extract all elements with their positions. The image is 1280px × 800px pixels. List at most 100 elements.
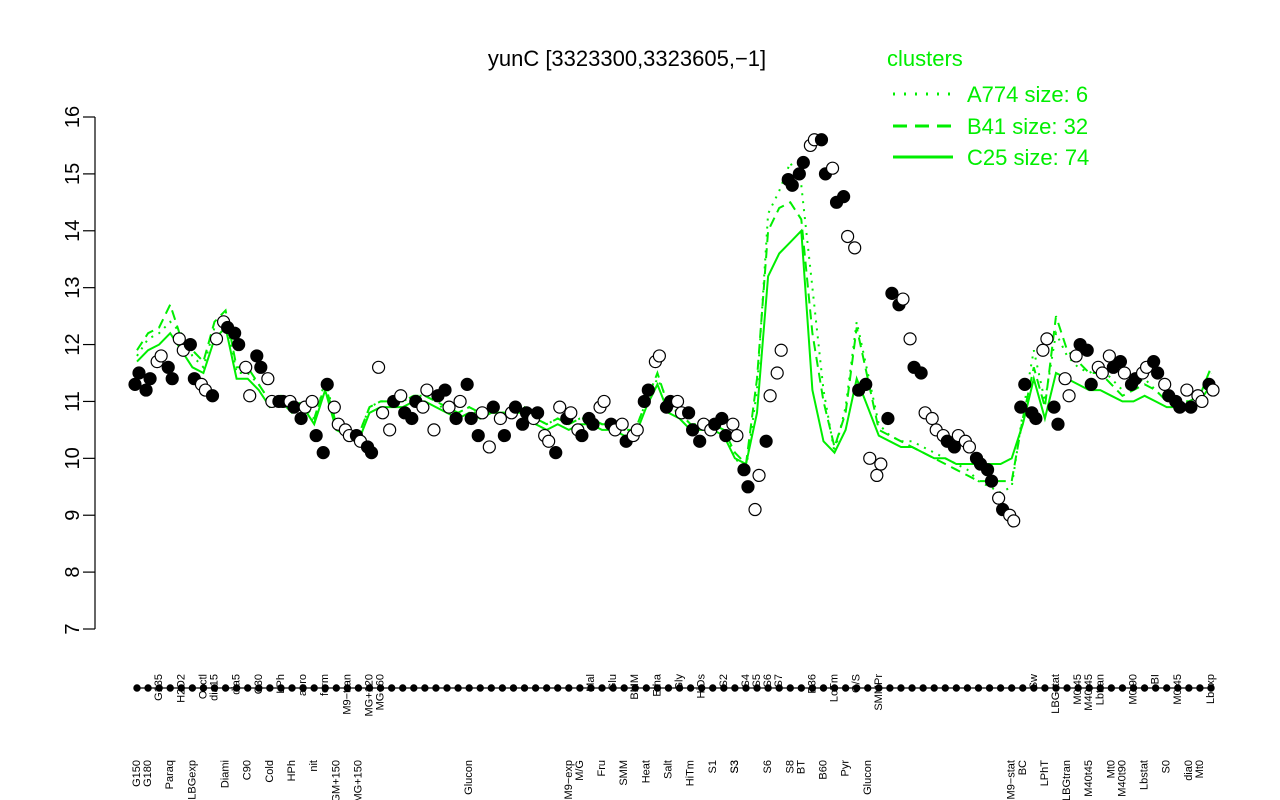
x-rug-mark [797, 684, 806, 692]
data-point [453, 394, 467, 409]
x-tick-label: S7 [773, 674, 785, 687]
data-point [239, 360, 253, 374]
data-point [172, 332, 186, 346]
x-tick-label: Etha [651, 673, 663, 697]
data-point [1147, 355, 1161, 369]
x-rug-mark [266, 684, 274, 692]
data-point [497, 428, 511, 443]
x-rug-mark [686, 684, 695, 692]
x-tick-label: M0t45 [1172, 674, 1184, 705]
x-rug-mark [465, 684, 473, 692]
x-tick-label: Sw [1028, 674, 1040, 689]
x-rug-mark [620, 684, 628, 692]
data-point [730, 428, 744, 443]
x-rug-mark [1118, 684, 1127, 692]
x-rug-mark [1129, 684, 1138, 692]
legend-label: B41 size: 32 [967, 114, 1088, 139]
data-point [1069, 349, 1083, 363]
x-tick-label: Gly [674, 674, 686, 691]
x-tick-label: LBGtran [1061, 760, 1073, 800]
data-point [870, 468, 884, 482]
data-point [885, 286, 899, 300]
x-tick-label: M9−tran [341, 674, 353, 715]
data-point [763, 389, 777, 403]
x-tick-label: G/S [851, 674, 863, 693]
x-rug-mark [476, 684, 484, 692]
x-rug-mark [742, 684, 750, 692]
x-rug-mark [930, 684, 938, 692]
legend-label: C25 size: 74 [967, 145, 1089, 170]
x-rug-mark [277, 684, 285, 692]
x-rug-mark [1140, 684, 1149, 692]
data-point [438, 383, 452, 397]
x-rug-mark [1107, 684, 1116, 692]
data-point [128, 377, 142, 391]
x-tick-label: M40t45 [1083, 760, 1095, 797]
x-tick-label: Lbtran [1094, 674, 1106, 705]
x-tick-label: HiTm [685, 760, 697, 786]
data-point [427, 423, 441, 437]
data-point [327, 400, 341, 414]
x-rug-mark [720, 684, 728, 692]
data-point [508, 400, 523, 414]
x-rug-mark [288, 684, 296, 692]
data-point [493, 411, 507, 426]
x-rug-mark [432, 684, 440, 692]
x-tick-label: S3 [729, 760, 741, 773]
x-tick-label: Glucon [463, 760, 475, 795]
x-rug-mark [697, 684, 706, 692]
x-tick-label: M0t45 [1072, 674, 1084, 705]
x-tick-label: HiOs [696, 674, 708, 699]
data-point [416, 400, 430, 414]
data-point [442, 400, 456, 414]
data-point [1080, 343, 1094, 357]
data-point [1029, 411, 1043, 426]
data-point [1014, 400, 1028, 414]
x-tick-label: S6 [762, 760, 774, 773]
data-point [693, 434, 707, 448]
x-rug-mark [387, 684, 396, 692]
x-tick-label: Glu [607, 674, 619, 691]
x-tick-label: LoTm [829, 674, 841, 702]
x-rug-mark [454, 684, 462, 692]
x-rug-mark [509, 684, 518, 692]
x-axis: G135 H2O2 Oxctl dia15 dia5 C30 LPh aero ferm M9−t… [131, 673, 1217, 800]
y-tick-label: 8 [62, 567, 84, 578]
x-rug-mark [221, 684, 230, 692]
data-point [250, 349, 264, 363]
data-point [549, 446, 563, 460]
x-rug-mark [576, 684, 584, 692]
y-tick-label: 16 [62, 106, 84, 128]
x-rug-mark [1185, 684, 1193, 692]
x-rug-mark [1163, 684, 1171, 692]
x-tick-label: BI [1150, 674, 1162, 684]
data-point [143, 372, 157, 386]
x-tick-label: H2O2 [175, 674, 187, 703]
x-tick-label: LBGexp [186, 760, 198, 800]
data-point [859, 377, 873, 391]
data-point [154, 349, 168, 363]
data-point [1102, 349, 1116, 363]
data-point [1062, 389, 1076, 403]
y-tick-label: 12 [62, 333, 84, 355]
data-point [1040, 332, 1054, 346]
x-rug-mark [897, 684, 905, 692]
x-rug-mark [1030, 684, 1038, 692]
x-tick-label: C90 [242, 760, 254, 780]
data-point [814, 133, 829, 147]
data-point [305, 394, 319, 409]
x-tick-label: Mt0 [1194, 760, 1206, 778]
data-point [420, 383, 434, 397]
x-tick-label: Fru [596, 760, 608, 777]
x-rug-mark [166, 684, 174, 692]
x-tick-label: G135 [153, 674, 165, 701]
data-point [205, 389, 220, 403]
x-rug-mark [487, 684, 496, 692]
data-point [1058, 372, 1072, 386]
data-point [914, 366, 928, 380]
x-tick-label: M40t90 [1116, 760, 1128, 797]
x-tick-label: BT [795, 760, 807, 774]
x-tick-label: dia0 [1183, 760, 1195, 781]
data-point [641, 383, 655, 397]
x-rug-mark [642, 684, 651, 692]
